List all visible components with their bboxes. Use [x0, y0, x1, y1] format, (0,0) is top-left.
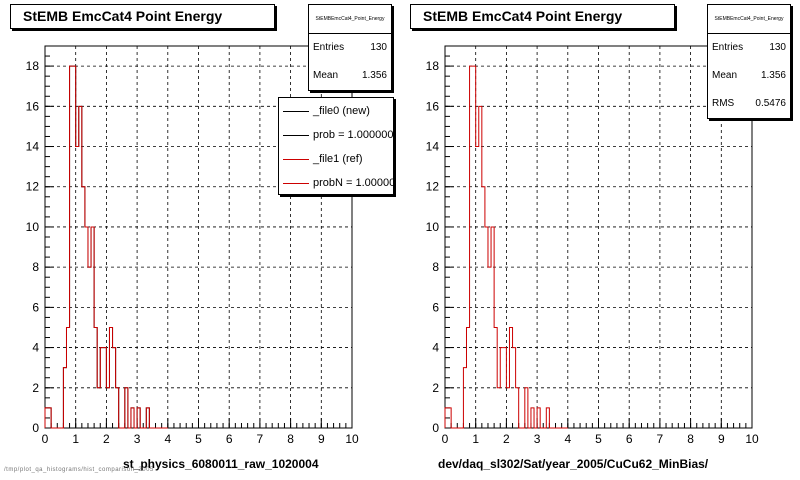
y-tick-label: 4 — [432, 341, 439, 355]
legend-label: _file0 (new) — [313, 105, 370, 117]
stats-box: StEMBEmcCat4_Point_Energy Entries 130 Me… — [707, 4, 791, 119]
legend-entry: prob = 1.000000 — [279, 123, 393, 147]
x-tick-label: 7 — [657, 432, 664, 446]
stats-entries-value: 130 — [370, 42, 387, 53]
y-tick-label: 4 — [32, 341, 39, 355]
x-tick-label: 7 — [257, 432, 264, 446]
legend-entry: _file1 (ref) — [279, 147, 393, 171]
x-tick-label: 2 — [103, 432, 110, 446]
stats-mean-label: Mean — [313, 70, 339, 81]
stats-entries-label: Entries — [313, 42, 345, 53]
right-pad: 0 1 2 3 4 5 6 7 8 9 10 0 2 4 6 8 10 12 14 16 18 StEMB EmcCat… — [400, 0, 800, 480]
x-tick-label: 9 — [318, 432, 325, 446]
stats-box: StEMBEmcCat4_Point_Energy Entries 130 Me… — [308, 4, 392, 91]
y-tick-label: 16 — [426, 99, 440, 113]
y-tick-label: 10 — [426, 220, 440, 234]
x-tick-label: 2 — [503, 432, 510, 446]
stats-rms-label: RMS — [712, 98, 735, 109]
x-tick-label: 6 — [226, 432, 233, 446]
x-tick-label: 6 — [626, 432, 633, 446]
legend-swatch — [283, 134, 309, 136]
stats-rms-row: RMS 0.5476 — [708, 90, 790, 118]
chart-title: StEMB EmcCat4 Point Energy — [410, 4, 675, 29]
x-tick-label: 5 — [195, 432, 202, 446]
stats-mean-row: Mean 1.356 — [708, 62, 790, 90]
x-tick-label: 10 — [345, 432, 359, 446]
histogram-series — [44, 65, 168, 429]
legend-swatch — [283, 158, 309, 160]
chart-title: StEMB EmcCat4 Point Energy — [10, 4, 275, 29]
legend-label: _file1 (ref) — [313, 153, 363, 165]
y-tick-label: 12 — [426, 180, 440, 194]
stats-mean-value: 1.356 — [760, 70, 786, 81]
y-tick-label: 16 — [26, 99, 40, 113]
footer-text: /tmp/plot_qa_histograms/hist_comparison_… — [4, 467, 154, 473]
x-tick-label: 1 — [472, 432, 479, 446]
y-tick-label: 0 — [432, 421, 439, 435]
legend-swatch — [283, 110, 309, 112]
y-tick-label: 6 — [32, 300, 39, 314]
stats-mean-value: 1.356 — [361, 70, 387, 81]
y-tick-label: 2 — [432, 381, 439, 395]
x-tick-label: 8 — [687, 432, 694, 446]
y-tick-label: 8 — [32, 260, 39, 274]
stats-mean-row: Mean 1.356 — [309, 62, 391, 90]
stats-entries-value: 130 — [769, 42, 786, 53]
legend: _file0 (new) prob = 1.000000 _file1 (ref… — [278, 97, 394, 195]
y-tick-label: 12 — [26, 180, 40, 194]
histogram-series — [444, 65, 568, 429]
y-tick-label: 2 — [32, 381, 39, 395]
stats-mean-label: Mean — [712, 70, 738, 81]
x-tick-label: 9 — [718, 432, 725, 446]
y-tick-label: 14 — [426, 140, 440, 154]
x-tick-label: 3 — [534, 432, 541, 446]
legend-label: probN = 1.000000 — [313, 177, 394, 189]
stats-header: StEMBEmcCat4_Point_Energy — [708, 5, 790, 34]
y-tick-label: 18 — [426, 59, 440, 73]
stats-entries-row: Entries 130 — [708, 34, 790, 62]
legend-label: prob = 1.000000 — [313, 129, 394, 141]
stats-entries-row: Entries 130 — [309, 34, 391, 62]
x-axis-label: st_physics_6080011_raw_1020004 — [123, 457, 319, 471]
x-tick-label: 0 — [442, 432, 449, 446]
stats-rms-value: 0.5476 — [755, 98, 786, 109]
x-axis-label: dev/daq_sl302/Sat/year_2005/CuCu62_MinBi… — [438, 457, 709, 471]
x-tick-label: 10 — [745, 432, 759, 446]
stats-entries-label: Entries — [712, 42, 744, 53]
x-tick-label: 5 — [595, 432, 602, 446]
y-tick-label: 18 — [26, 59, 40, 73]
y-tick-label: 14 — [26, 140, 40, 154]
y-tick-label: 6 — [432, 300, 439, 314]
y-tick-label: 10 — [26, 220, 40, 234]
legend-entry: _file0 (new) — [279, 99, 393, 123]
y-tick-label: 0 — [32, 421, 39, 435]
legend-swatch — [283, 182, 309, 184]
x-tick-label: 4 — [564, 432, 571, 446]
x-tick-label: 1 — [72, 432, 79, 446]
x-tick-label: 8 — [287, 432, 294, 446]
x-tick-label: 4 — [164, 432, 171, 446]
stats-header: StEMBEmcCat4_Point_Energy — [309, 5, 391, 34]
legend-entry: probN = 1.000000 — [279, 171, 394, 194]
y-tick-label: 8 — [432, 260, 439, 274]
x-tick-label: 0 — [42, 432, 49, 446]
left-pad: 0 1 2 3 4 5 6 7 8 9 10 0 2 4 6 8 10 12 14 16 18 StEMB EmcCat… — [10, 4, 394, 471]
x-tick-label: 3 — [134, 432, 141, 446]
